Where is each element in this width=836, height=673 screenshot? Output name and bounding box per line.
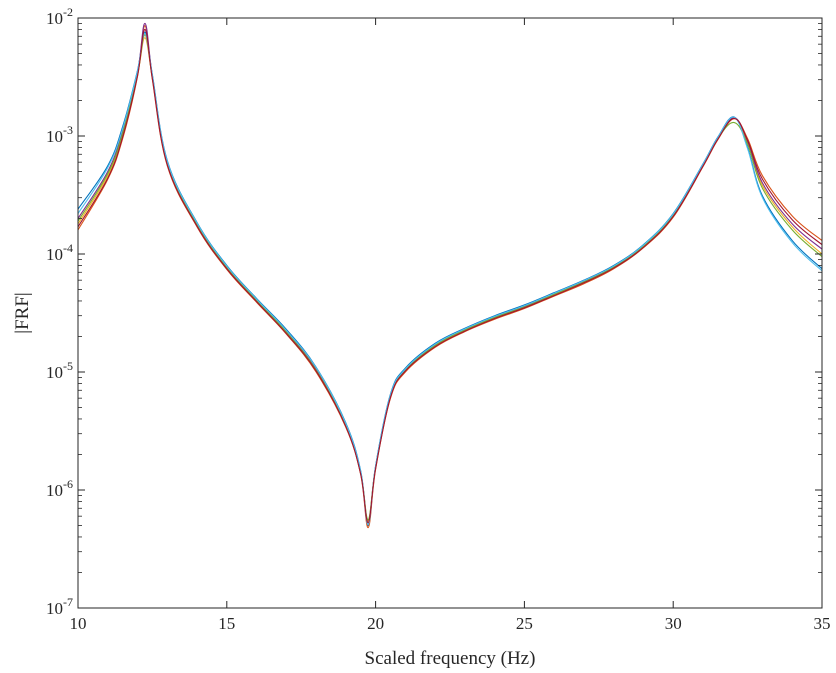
- series-line-7: [77, 28, 823, 524]
- y-tick-label: 10-6: [46, 477, 73, 500]
- y-tick-label: 10-2: [46, 5, 73, 28]
- x-tick-label: 35: [814, 614, 831, 633]
- y-tick-label: 10-4: [46, 241, 73, 264]
- x-tick-label: 10: [70, 614, 87, 633]
- x-tick-label: 30: [665, 614, 682, 633]
- y-tick-label: 10-7: [46, 595, 73, 618]
- tick-layer: 10 15 20 25 30 35 10-7 10-6 10-5 10-4 10-3 10-2: [46, 5, 831, 633]
- y-axis-label: |FRF|: [12, 292, 33, 333]
- x-tick-label: 25: [516, 614, 533, 633]
- series-layer: [77, 22, 823, 529]
- x-axis-label: Scaled frequency (Hz): [365, 648, 536, 669]
- x-tick-label: 15: [218, 614, 235, 633]
- x-tick-label: 20: [367, 614, 384, 633]
- y-tick-label: 10-3: [46, 123, 73, 146]
- plot-frame: [77, 17, 823, 609]
- y-tick-label: 10-5: [46, 359, 73, 382]
